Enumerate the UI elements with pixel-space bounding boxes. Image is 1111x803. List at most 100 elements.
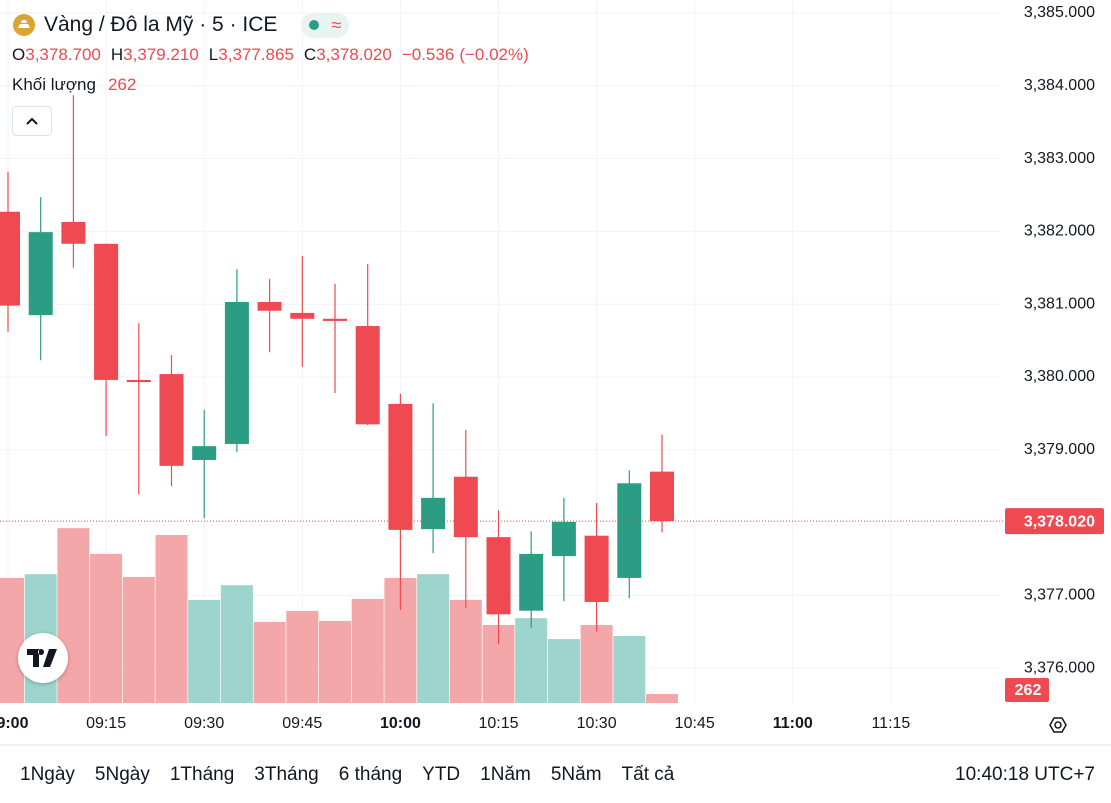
candle-body — [192, 446, 217, 460]
y-tick-label: 3,379.000 — [1024, 441, 1095, 458]
volume-bar — [646, 694, 678, 703]
collapse-button[interactable] — [12, 106, 52, 136]
x-tick-label: 11:15 — [871, 715, 910, 732]
change-pct: (−0.02%) — [459, 45, 529, 64]
candle-body — [355, 326, 380, 425]
candle-body — [224, 302, 249, 444]
delay-icon: ≈ — [331, 14, 342, 35]
volume-label: Khối lượng — [12, 75, 96, 94]
last-volume-label: 262 — [1015, 682, 1042, 699]
y-tick-label: 3,384.000 — [1024, 77, 1095, 94]
candle-body — [126, 379, 151, 383]
candle-body — [584, 535, 609, 602]
x-tick-label: 10:15 — [478, 715, 518, 732]
change: −0.536 — [401, 45, 455, 64]
clock: 10:40:18 UTC+7 — [955, 764, 1095, 785]
symbol-logo — [13, 14, 35, 36]
candle-body — [650, 471, 674, 522]
volume-bar — [580, 625, 613, 703]
volume-bar — [188, 599, 221, 703]
ohlc-letter: L — [208, 45, 219, 64]
settings-dot — [1054, 721, 1062, 729]
volume-bar — [613, 636, 646, 703]
ohlc-letter: C — [303, 45, 317, 64]
ohlc-value: 3,377.865 — [218, 45, 294, 64]
volume-bar — [286, 610, 319, 703]
ohlc-letter: O — [12, 45, 26, 64]
range-button[interactable]: 5Ngày — [94, 764, 150, 785]
settings-icon[interactable] — [1049, 717, 1067, 733]
y-tick-label: 3,385.000 — [1024, 4, 1095, 21]
y-tick-label: 3,376.000 — [1024, 659, 1095, 676]
x-tick-label: 10:00 — [380, 715, 421, 732]
x-tick-label: 09:30 — [184, 715, 224, 732]
volume-row: Khối lượng 262 — [12, 70, 529, 100]
ohlc-letter: H — [110, 45, 124, 64]
range-button[interactable]: YTD — [422, 764, 461, 785]
volume-bar — [220, 585, 253, 703]
candle-body — [0, 211, 20, 306]
ohlc-value: 3,378.020 — [316, 45, 392, 64]
x-tick-label: 09:45 — [282, 715, 322, 732]
range-button[interactable]: 3Tháng — [254, 764, 319, 785]
range-button[interactable]: 1Năm — [480, 764, 531, 785]
range-button[interactable]: Tất cả — [621, 764, 675, 785]
ohlc-value: 3,379.210 — [123, 45, 199, 64]
volume-bar — [547, 639, 580, 703]
candle-body — [28, 232, 53, 316]
volume-bar — [122, 576, 155, 703]
title: Vàng / Đô la Mỹ · 5 · ICE — [44, 13, 278, 36]
chevron — [26, 117, 38, 125]
toolbar: 1Ngày 5Ngày 1Tháng 3Tháng 6 tháng YTD 1Năm 5Năm… — [0, 758, 1111, 792]
range-button[interactable]: 1Ngày — [20, 764, 75, 785]
y-tick-label: 3,382.000 — [1024, 223, 1095, 240]
y-tick-label: 3,381.000 — [1024, 295, 1095, 312]
header: Vàng / Đô la Mỹ · 5 · ICE ≈ O 3,378.700 H 3… — [12, 10, 529, 136]
settings-hex — [1049, 717, 1067, 733]
status-pill[interactable]: ≈ — [301, 12, 350, 38]
candle-body — [486, 537, 511, 615]
volume-bar — [90, 553, 123, 703]
range-button[interactable]: 5Năm — [550, 764, 602, 785]
x-tick-label: 11:00 — [773, 715, 813, 732]
range-button[interactable]: 6 tháng — [338, 764, 403, 785]
volume-bar — [57, 528, 90, 703]
x-tick-label: 09:00 — [0, 715, 29, 732]
last-volume-badge — [1005, 678, 1049, 702]
volume-bar — [0, 577, 24, 703]
candle-body — [453, 476, 478, 538]
x-tick-label: 10:45 — [675, 715, 715, 732]
tv-logo-mark — [27, 649, 57, 667]
volume-value: 262 — [107, 75, 137, 94]
volume-bar — [351, 598, 384, 703]
y-tick-label: 3,383.000 — [1024, 150, 1095, 167]
candle-body — [323, 318, 347, 321]
title-row: Vàng / Đô la Mỹ · 5 · ICE ≈ — [12, 10, 529, 40]
range-button[interactable]: 1Tháng — [169, 764, 235, 785]
last-price-badge — [1005, 508, 1104, 535]
candle-body — [421, 497, 446, 530]
candle-body — [257, 302, 282, 311]
candle-body — [159, 374, 184, 466]
x-tick-label: 10:30 — [577, 715, 617, 732]
tv-logo[interactable] — [18, 633, 68, 683]
candle-body — [290, 312, 315, 319]
volume-bar — [417, 574, 450, 703]
candle-body — [617, 483, 642, 578]
volume-bar — [155, 535, 188, 703]
volume-bar — [319, 620, 351, 703]
y-tick-label: 3,380.000 — [1024, 368, 1095, 385]
volume-bar — [253, 621, 286, 703]
candle-body — [388, 403, 413, 530]
market-dot — [309, 20, 320, 30]
y-tick-label: 3,377.000 — [1024, 587, 1095, 604]
candle-body — [61, 221, 86, 244]
last-price-label: 3,378.020 — [1024, 513, 1095, 530]
candle-body — [551, 521, 576, 557]
volume-bar — [515, 618, 548, 703]
x-tick-label: 09:15 — [86, 715, 126, 732]
candle-body — [94, 243, 119, 380]
ohlc-value: 3,378.700 — [25, 45, 101, 64]
